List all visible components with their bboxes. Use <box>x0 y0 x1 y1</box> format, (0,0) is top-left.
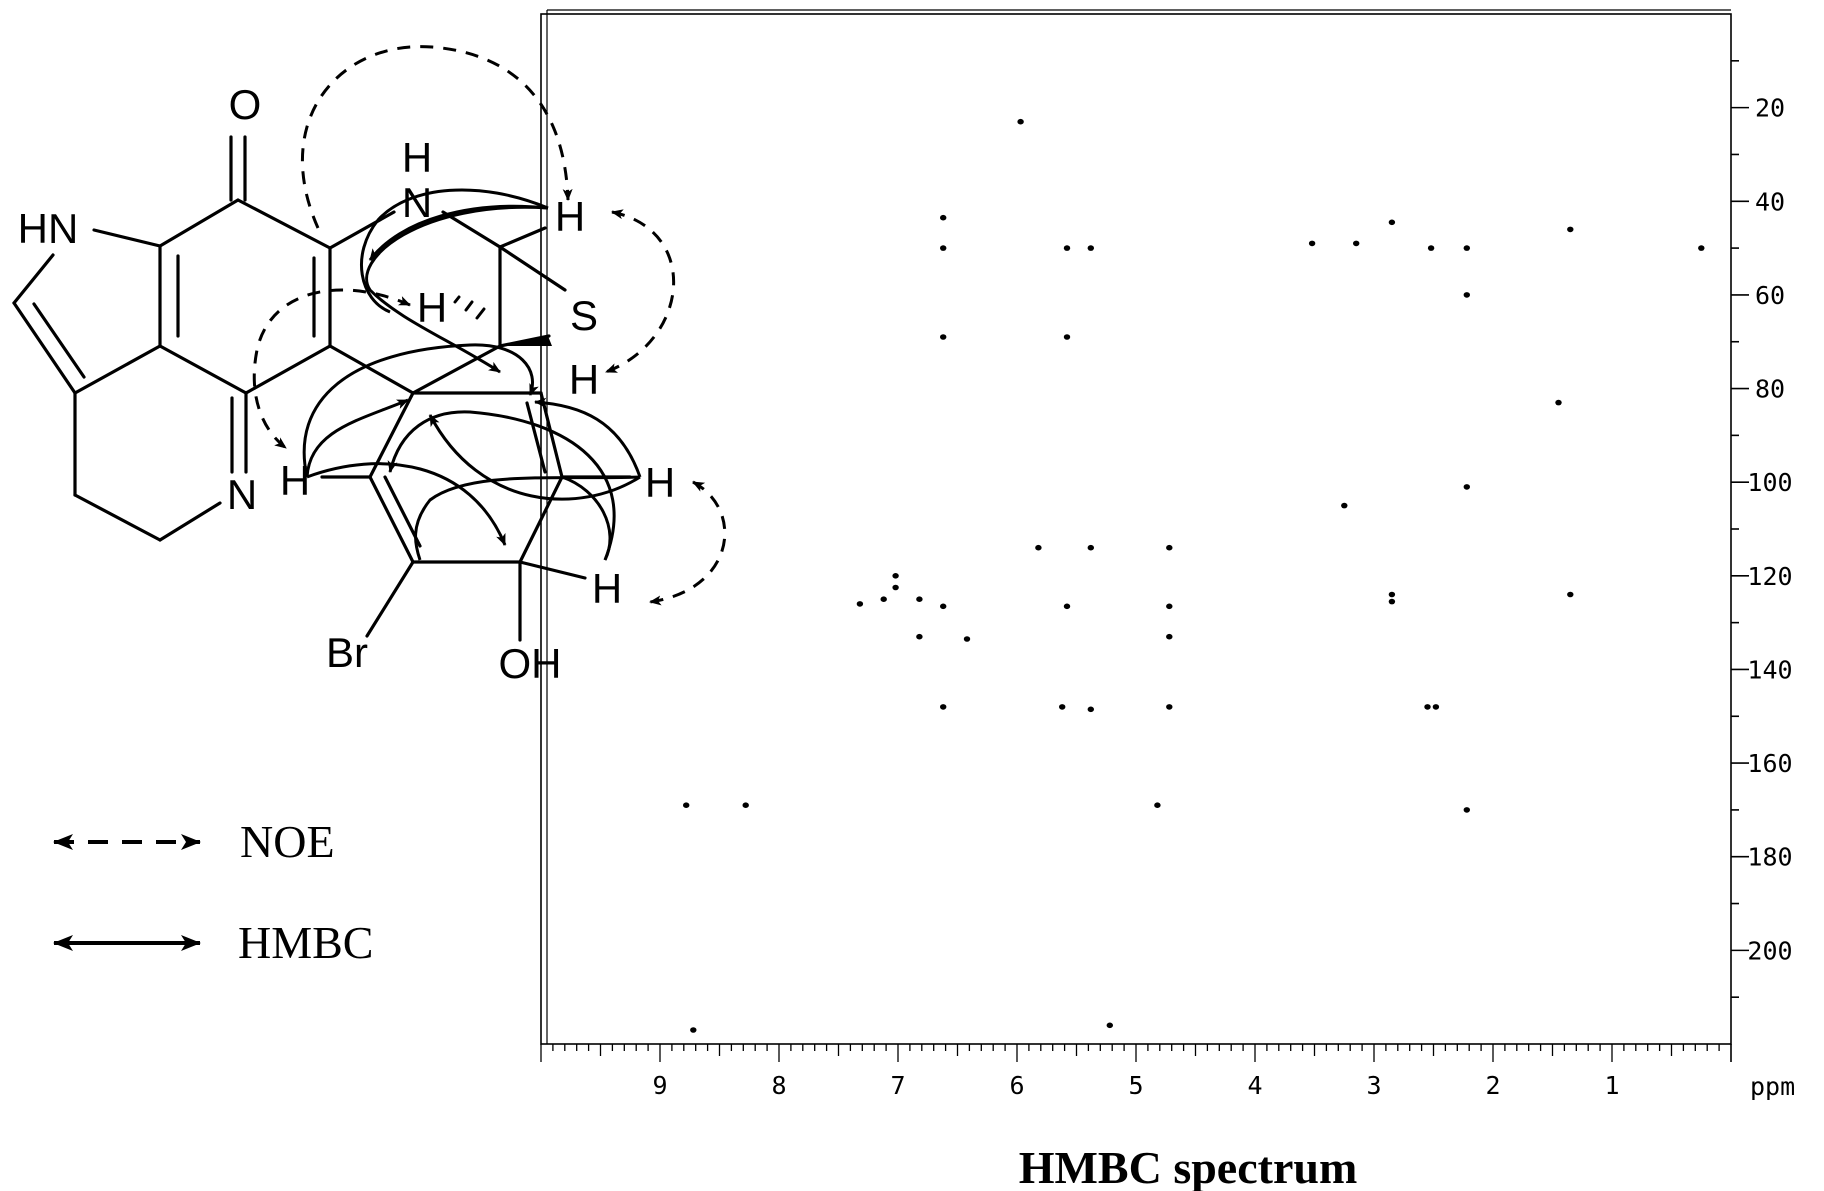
cross-peak <box>940 603 947 610</box>
cross-peak <box>940 704 947 710</box>
cross-peak <box>892 573 899 579</box>
cross-peak <box>1063 245 1071 251</box>
cross-peak <box>1059 704 1066 710</box>
y-tick-label: 20 <box>1755 94 1785 123</box>
legend-item-noe: NOE <box>53 816 335 867</box>
plot-frame <box>540 13 1732 1045</box>
cross-peak <box>1154 802 1161 808</box>
y-tick-label: 180 <box>1747 843 1792 872</box>
x-tick-label: 8 <box>771 1071 786 1100</box>
atom-label-h-nh: H <box>402 134 432 181</box>
cross-peak <box>1308 240 1316 247</box>
cross-peak <box>1427 245 1435 251</box>
cross-peak <box>1555 399 1562 406</box>
cross-peak <box>1567 591 1574 598</box>
atom-label-h-aromatic-bottom: H <box>592 565 622 612</box>
x-tick-label: 5 <box>1128 1071 1143 1100</box>
cross-peak <box>1463 245 1471 251</box>
legend-item-hmbc: HMBC <box>53 917 373 968</box>
spectrum-plot: 20 40 60 80 100 120 140 160 180 200 9 8 7 6 5 4 3 2 1 ppm… <box>540 9 1795 1191</box>
cross-peak <box>1424 704 1431 710</box>
atom-labels: O HN N H H H S H H H H N Br OH <box>18 81 676 687</box>
x-tick-label: 9 <box>652 1071 667 1100</box>
atom-label-h-aromatic-right: H <box>645 459 675 506</box>
molecule-structure <box>12 135 632 642</box>
cross-peak <box>1087 544 1095 551</box>
atom-label-h-ch2: H <box>569 356 599 403</box>
legend-label-noe: NOE <box>240 816 335 867</box>
cross-peak <box>1463 292 1471 298</box>
x-axis: 9 8 7 6 5 4 3 2 1 <box>540 1044 1732 1100</box>
y-tick-label: 200 <box>1747 936 1792 965</box>
cross-peak <box>916 633 923 640</box>
cross-peak <box>1463 484 1471 490</box>
atom-label-h-ch: H <box>555 193 585 240</box>
cross-peak <box>940 245 947 251</box>
chart-title: HMBC spectrum <box>1019 1142 1358 1191</box>
atom-label-s: S <box>570 292 598 339</box>
y-axis: 20 40 60 80 100 120 140 160 180 200 <box>1731 60 1793 998</box>
cross-peak <box>1166 544 1173 551</box>
cross-peak <box>940 334 947 340</box>
cross-peak <box>963 636 971 642</box>
cross-peak <box>1035 544 1042 551</box>
atom-label-n-amine: N <box>402 179 432 226</box>
atom-label-n-imine: N <box>227 471 257 518</box>
cross-peaks <box>683 118 1705 1033</box>
noe-correlations <box>252 45 727 606</box>
cross-peak <box>1432 704 1440 710</box>
cross-peak <box>1063 334 1071 340</box>
cross-peak <box>1388 591 1396 598</box>
cross-peak <box>742 802 749 808</box>
cross-peak <box>1166 603 1173 610</box>
atom-label-h-ring: H <box>417 284 447 331</box>
atom-label-o: O <box>229 81 262 128</box>
atom-label-hn: HN <box>18 205 79 252</box>
cross-peak <box>892 584 899 591</box>
cross-peak <box>1087 245 1095 251</box>
y-tick-label: 40 <box>1755 187 1785 216</box>
y-tick-label: 120 <box>1747 562 1792 591</box>
y-tick-label: 100 <box>1747 468 1792 497</box>
legend: NOE HMBC <box>53 816 373 968</box>
atom-label-br: Br <box>326 629 368 676</box>
cross-peak <box>1166 633 1173 640</box>
cross-peak <box>1388 598 1396 605</box>
cross-peak <box>1567 226 1574 233</box>
x-tick-label: 1 <box>1604 1071 1619 1100</box>
cross-peak <box>1463 807 1471 813</box>
x-tick-label: 3 <box>1366 1071 1381 1100</box>
x-tick-label: 4 <box>1247 1071 1262 1100</box>
cross-peak <box>690 1027 697 1033</box>
cross-peak <box>1017 118 1024 125</box>
atom-label-oh: OH <box>499 640 562 687</box>
y-tick-label: 140 <box>1747 655 1792 684</box>
y-tick-label: 60 <box>1755 281 1785 310</box>
cross-peak <box>1166 704 1173 710</box>
x-tick-label: 6 <box>1009 1071 1024 1100</box>
cross-peak <box>880 596 887 602</box>
cross-peak <box>1087 706 1095 713</box>
cross-peak <box>1353 240 1360 247</box>
x-tick-label: 2 <box>1485 1071 1500 1100</box>
cross-peak <box>683 802 690 808</box>
cross-peak <box>1698 245 1705 251</box>
y-tick-label: 80 <box>1755 375 1785 404</box>
cross-peak <box>1388 219 1396 226</box>
cross-peak <box>1106 1022 1114 1029</box>
cross-peak <box>940 214 947 221</box>
y-tick-label: 160 <box>1747 749 1792 778</box>
cross-peak <box>1063 603 1071 610</box>
hmbc-correlations <box>302 188 642 561</box>
legend-label-hmbc: HMBC <box>238 917 373 968</box>
cross-peak <box>1341 502 1348 509</box>
x-tick-label: 7 <box>890 1071 905 1100</box>
cross-peak <box>856 601 864 607</box>
x-axis-label: ppm <box>1750 1072 1795 1101</box>
cross-peak <box>916 596 923 602</box>
